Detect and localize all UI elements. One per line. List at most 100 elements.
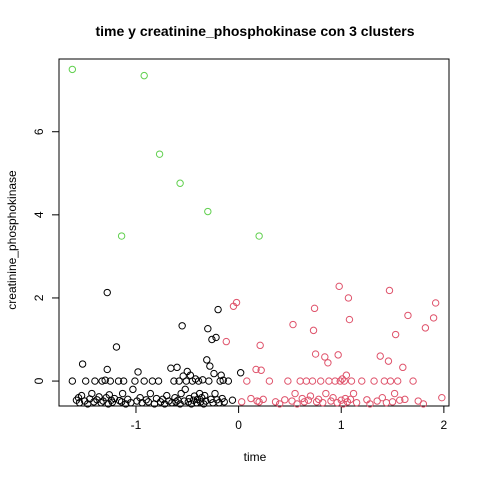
data-point-cluster-1 [140, 377, 148, 385]
data-point-cluster-2 [347, 377, 356, 385]
data-point-cluster-2 [256, 341, 264, 350]
data-point-cluster-1 [220, 398, 228, 406]
data-point-cluster-1 [112, 343, 121, 351]
data-point-cluster-1 [194, 377, 203, 385]
data-point-cluster-2 [265, 377, 274, 385]
data-point-cluster-2 [243, 377, 251, 385]
data-point-cluster-2 [291, 389, 299, 398]
data-point-cluster-1 [236, 369, 245, 377]
data-point-cluster-2 [386, 377, 395, 385]
data-point-cluster-1 [106, 377, 115, 385]
data-point-cluster-2 [419, 400, 428, 408]
data-point-cluster-2 [237, 398, 246, 406]
data-point-cluster-2 [296, 377, 304, 385]
data-point-cluster-1 [201, 391, 209, 400]
data-point-cluster-1 [208, 335, 216, 344]
data-point-cluster-2 [399, 363, 407, 372]
data-point-cluster-1 [170, 377, 178, 385]
data-point-cluster-2 [352, 398, 361, 407]
data-point-cluster-1 [204, 325, 212, 333]
data-point-cluster-1 [217, 371, 225, 379]
data-point-cluster-1 [192, 398, 201, 407]
data-point-cluster-2 [321, 353, 329, 361]
y-tick-label: 4 [32, 211, 46, 218]
data-point-cluster-2 [393, 377, 402, 385]
x-tick-label: 1 [338, 418, 345, 432]
data-point-cluster-1 [224, 377, 233, 385]
data-point-cluster-1 [177, 389, 185, 398]
data-point-cluster-2 [373, 397, 381, 405]
data-point-cluster-1 [122, 400, 130, 408]
data-point-cluster-1 [88, 389, 96, 398]
y-tick-label: 0 [32, 377, 46, 384]
data-point-cluster-3 [117, 232, 126, 240]
data-point-cluster-2 [322, 389, 330, 398]
data-point-cluster-2 [338, 375, 346, 383]
data-point-cluster-2 [311, 350, 320, 358]
data-point-cluster-2 [289, 320, 297, 329]
data-point-cluster-1 [198, 376, 207, 384]
x-tick-label: 2 [441, 418, 448, 432]
data-point-cluster-3 [204, 207, 212, 216]
y-axis: 0 2 4 6 [32, 128, 59, 384]
data-point-cluster-2 [306, 392, 315, 400]
data-point-cluster-1 [103, 288, 111, 297]
data-point-cluster-2 [382, 398, 391, 407]
data-point-cluster-2 [421, 324, 430, 332]
data-point-cluster-2 [325, 377, 333, 385]
data-point-cluster-1 [173, 363, 181, 372]
data-point-cluster-1 [212, 333, 220, 342]
data-point-cluster-3 [176, 179, 184, 187]
data-point-cluster-1 [210, 369, 218, 378]
data-point-cluster-1 [148, 377, 157, 385]
y-axis-label: creatinine_phosphokinase [5, 170, 19, 310]
data-point-cluster-2 [346, 395, 355, 404]
data-point-cluster-2 [335, 282, 343, 291]
data-point-cluster-3 [255, 232, 263, 240]
data-point-cluster-2 [331, 377, 339, 385]
plot-frame [58, 58, 450, 407]
data-point-cluster-2 [310, 304, 319, 313]
data-point-cluster-2 [409, 377, 417, 385]
data-point-cluster-1 [152, 394, 161, 403]
data-point-cluster-2 [302, 377, 311, 385]
data-point-cluster-1 [172, 398, 180, 406]
data-point-cluster-2 [349, 389, 358, 398]
data-point-cluster-2 [304, 396, 313, 404]
data-point-cluster-1 [175, 377, 183, 385]
data-point-cluster-1 [97, 398, 105, 407]
data-point-cluster-2 [404, 311, 412, 320]
data-point-cluster-1 [167, 364, 175, 372]
data-point-cluster-1 [142, 396, 150, 404]
data-point-cluster-1 [206, 362, 214, 370]
data-point-cluster-2 [324, 359, 332, 367]
data-point-cluster-2 [284, 377, 292, 385]
data-point-cluster-3 [68, 65, 77, 74]
data-point-cluster-1 [101, 376, 109, 384]
data-point-cluster-1 [117, 398, 126, 406]
data-point-cluster-2 [271, 398, 280, 406]
data-point-cluster-1 [182, 377, 190, 385]
data-point-cluster-2 [380, 377, 389, 385]
data-point-cluster-2 [257, 366, 265, 374]
data-point-cluster-1 [131, 377, 139, 385]
data-point-cluster-1 [134, 368, 142, 376]
data-point-cluster-2 [366, 400, 374, 408]
data-point-cluster-1 [98, 377, 106, 385]
data-point-cluster-1 [202, 397, 210, 405]
data-point-cluster-1 [181, 385, 189, 394]
data-point-cluster-2 [252, 365, 260, 374]
data-point-cluster-2 [431, 299, 440, 307]
data-point-cluster-2 [334, 351, 342, 359]
data-point-cluster-1 [228, 396, 237, 404]
data-point-cluster-2 [308, 377, 317, 385]
data-point-cluster-1 [214, 305, 222, 314]
data-point-cluster-2 [358, 377, 366, 385]
data-point-cluster-1 [211, 389, 219, 398]
data-point-cluster-2 [390, 389, 399, 398]
chart-title: time y creatinine_phosphokinase con 3 cl… [96, 23, 415, 39]
x-tick-label: -1 [131, 418, 142, 432]
data-point-cluster-1 [178, 322, 186, 330]
data-point-cluster-2 [385, 286, 394, 295]
data-point-cluster-1 [114, 377, 123, 385]
